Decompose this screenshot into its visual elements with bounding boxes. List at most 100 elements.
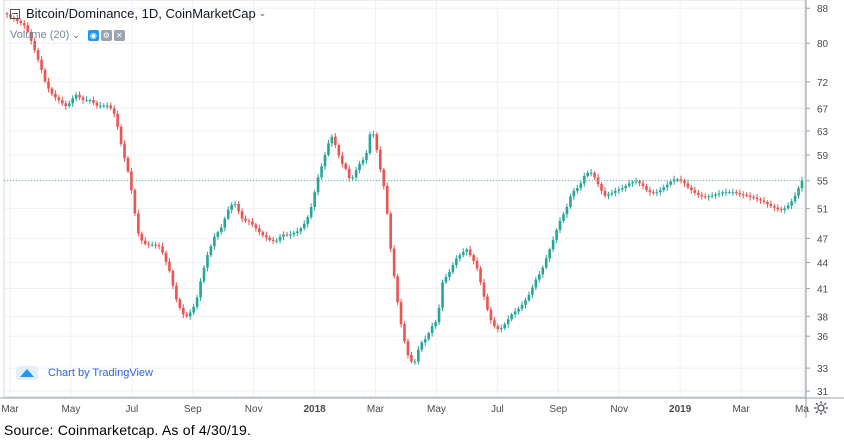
candle-body — [26, 25, 30, 32]
settings-gear-icon[interactable]: ⚙ — [100, 29, 112, 41]
candle — [137, 209, 140, 237]
candle-body — [399, 302, 403, 325]
candle-body — [603, 190, 607, 196]
candle — [164, 250, 168, 266]
candle — [714, 192, 717, 200]
candle — [382, 167, 386, 190]
candle — [95, 100, 99, 109]
candle — [202, 265, 206, 284]
candle-body — [779, 209, 783, 211]
candle — [465, 247, 469, 256]
candle-body — [282, 234, 285, 237]
candle-body — [728, 192, 731, 194]
candle — [648, 186, 652, 196]
candle-body — [223, 218, 227, 228]
chart-frame: 31 33 36 38 41 44 47 51 55 59 63 67 72 80 88 Mar May Jul S… — [0, 0, 844, 418]
tradingview-attribution[interactable]: Chart by TradingView — [16, 366, 153, 380]
candle — [150, 241, 154, 247]
legend-title-row: Bitcoin/Dominance, 1D, CoinMarketCap ⌄ — [10, 6, 266, 21]
candle-body — [783, 208, 787, 210]
candle-body — [499, 328, 503, 330]
candle — [752, 194, 755, 201]
candle — [576, 184, 579, 194]
candle-body — [330, 136, 334, 144]
candle — [261, 230, 265, 238]
x-tick-label: 2018 — [303, 404, 326, 415]
candle — [489, 306, 493, 324]
y-tick-label: 88 — [817, 4, 829, 15]
candle — [337, 143, 341, 159]
candle-body — [396, 276, 399, 303]
x-tick-label: Sep — [184, 404, 202, 415]
y-tick-label: 38 — [817, 312, 829, 323]
candle-body — [29, 31, 33, 41]
x-tick-label: Mar — [367, 404, 385, 415]
candle-body — [683, 180, 686, 184]
candle-body — [430, 326, 434, 334]
candle — [334, 133, 337, 148]
candle-body — [368, 134, 372, 154]
candle — [143, 237, 147, 246]
candle — [417, 346, 420, 365]
candle — [323, 152, 327, 170]
candle — [755, 194, 759, 203]
candle — [99, 102, 102, 109]
chart-title[interactable]: Bitcoin/Dominance, 1D, CoinMarketCap — [26, 6, 256, 21]
candle — [16, 14, 19, 25]
y-tick-label: 63 — [817, 127, 829, 138]
candle-body — [652, 192, 655, 194]
candle-body — [185, 314, 189, 317]
candle-body — [5, 13, 9, 15]
price-chart[interactable]: 31 33 36 38 41 44 47 51 55 59 63 67 72 80 88 Mar May Jul S… — [0, 0, 844, 418]
collapse-legend-icon[interactable] — [10, 8, 20, 19]
y-tick-label: 80 — [817, 39, 829, 50]
chevron-down-icon[interactable]: ⌄ — [72, 29, 80, 40]
candle-body — [531, 287, 534, 295]
candle-body — [458, 255, 462, 259]
candle-body — [752, 197, 755, 199]
candle-body — [258, 228, 261, 233]
candle — [354, 166, 358, 181]
candle-body — [40, 59, 43, 70]
candle-body — [209, 246, 213, 256]
x-tick-label: Jul — [125, 404, 138, 415]
candle — [703, 193, 707, 200]
candle-body — [244, 218, 247, 221]
candle — [85, 96, 88, 102]
candle-body — [534, 279, 538, 288]
candle-body — [123, 143, 126, 159]
candle-body — [16, 18, 19, 21]
candle-body — [240, 211, 244, 219]
candle — [620, 184, 624, 192]
candle-body — [555, 229, 558, 240]
candle — [285, 231, 289, 237]
candle-body — [230, 204, 233, 210]
candle-body — [793, 195, 797, 202]
chevron-down-icon[interactable]: ⌄ — [258, 8, 267, 18]
candle — [188, 309, 192, 320]
candle-body — [309, 206, 313, 218]
candle — [479, 266, 482, 285]
candle — [296, 227, 299, 237]
y-tick-label: 55 — [817, 177, 829, 188]
candle — [368, 131, 372, 155]
candle-body — [721, 192, 724, 194]
candle — [672, 175, 676, 185]
candle-body — [524, 300, 527, 305]
visibility-eye-icon[interactable]: ◉ — [87, 29, 99, 41]
candle-body — [19, 20, 23, 24]
volume-label[interactable]: Volume (20) — [10, 29, 70, 41]
candle-body — [417, 349, 420, 362]
chart-settings-gear-icon[interactable] — [813, 400, 829, 416]
candle — [26, 22, 30, 34]
candle-body — [800, 180, 804, 189]
candle-body — [306, 217, 310, 224]
candle — [738, 189, 742, 198]
close-icon[interactable]: ✕ — [113, 29, 125, 41]
candle-body — [717, 193, 721, 195]
candle — [624, 183, 628, 192]
candle-body — [565, 206, 569, 215]
candle — [379, 146, 382, 173]
candle-body — [741, 194, 745, 196]
candle-body — [323, 154, 327, 167]
